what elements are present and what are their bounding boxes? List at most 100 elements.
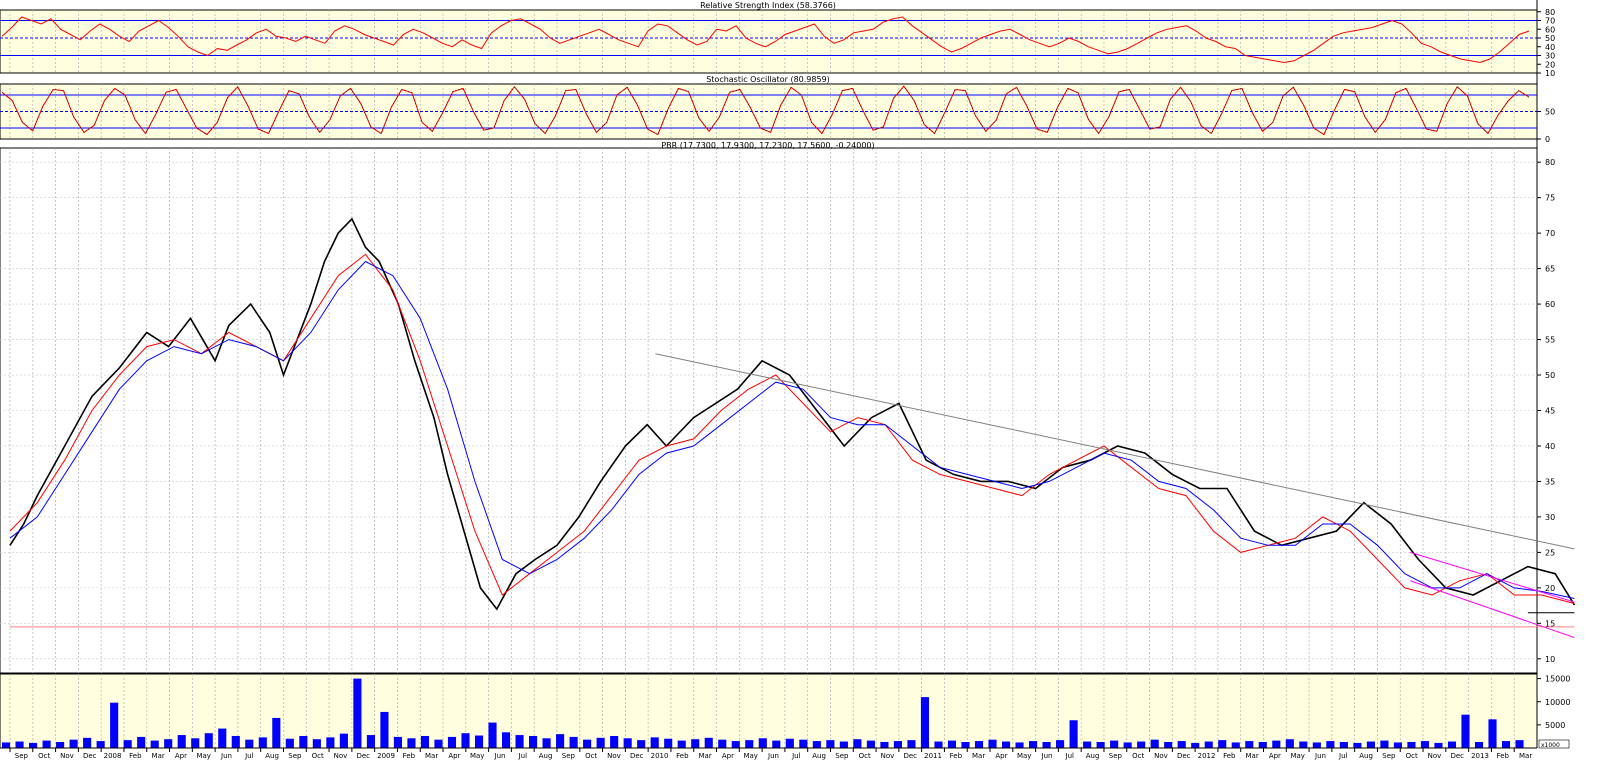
xtick-label: Sep bbox=[1109, 752, 1123, 760]
volume-bar bbox=[285, 738, 294, 748]
volume-bar bbox=[380, 711, 389, 748]
right-axis-strip bbox=[1537, 0, 1600, 774]
volume-bar bbox=[299, 735, 308, 748]
volume-bar bbox=[1191, 742, 1200, 748]
volume-bar bbox=[407, 738, 416, 748]
xtick-label: May bbox=[1017, 752, 1031, 760]
volume-bar bbox=[1407, 741, 1416, 748]
xtick-label: Oct bbox=[312, 752, 324, 760]
xtick-label: Sep bbox=[835, 752, 849, 760]
volume-bar bbox=[731, 741, 740, 748]
xtick-label: Apr bbox=[1269, 752, 1281, 760]
xtick-label: Nov bbox=[1428, 752, 1442, 760]
ytick-label: 80 bbox=[1545, 158, 1555, 167]
volume-bar bbox=[258, 737, 267, 748]
volume-bar bbox=[785, 738, 794, 748]
ytick-label: 20 bbox=[1545, 60, 1555, 69]
xtick-label: Oct bbox=[585, 752, 597, 760]
volume-bar bbox=[515, 735, 524, 748]
xtick-label: Apr bbox=[175, 752, 187, 760]
xtick-label: Feb bbox=[676, 752, 689, 760]
volume-bar bbox=[1029, 741, 1038, 748]
volume-bar bbox=[610, 735, 619, 748]
xtick-label: 2011 bbox=[924, 752, 942, 760]
volume-bar bbox=[420, 735, 430, 748]
xtick-label: Apr bbox=[995, 752, 1007, 760]
volume-bar bbox=[272, 717, 281, 748]
trendline bbox=[1410, 551, 1575, 603]
xtick-label: Nov bbox=[1154, 752, 1168, 760]
trendline bbox=[1410, 580, 1575, 638]
xtick-label: Oct bbox=[38, 752, 50, 760]
ytick-label: 65 bbox=[1545, 265, 1555, 274]
volume-bar bbox=[231, 735, 240, 748]
xtick-label: Aug bbox=[812, 752, 826, 760]
ytick-label: 70 bbox=[1545, 229, 1555, 238]
xtick-label: Oct bbox=[1406, 752, 1418, 760]
volume-bar bbox=[56, 741, 65, 748]
volume-bar bbox=[191, 738, 200, 748]
chart-title-rsi: Relative Strength Index (58.3766) bbox=[700, 1, 836, 10]
series-line-stochastic bbox=[1, 85, 1530, 136]
xtick-label: Apr bbox=[722, 752, 734, 760]
volume-bar bbox=[2, 742, 11, 748]
xtick-label: Feb bbox=[950, 752, 963, 760]
xtick-label: Sep bbox=[562, 752, 576, 760]
volume-bar bbox=[961, 741, 970, 748]
xtick-label: 2010 bbox=[651, 752, 669, 760]
volume-bar bbox=[893, 741, 902, 748]
volume-bar bbox=[1123, 742, 1132, 748]
volume-bar bbox=[704, 737, 713, 748]
xtick-label: 2012 bbox=[1198, 752, 1216, 760]
xtick-label: Sep bbox=[288, 752, 302, 760]
volume-bar bbox=[1069, 720, 1078, 748]
volume-bar bbox=[312, 739, 321, 748]
volume-bar bbox=[812, 741, 821, 748]
volume-bar bbox=[69, 739, 78, 748]
volume-bar bbox=[501, 732, 511, 748]
xtick-label: Jul bbox=[518, 752, 528, 760]
volume-bar bbox=[474, 735, 484, 748]
volume-bar bbox=[1420, 741, 1430, 748]
xtick-label: Jun bbox=[1041, 752, 1053, 760]
volume-bar bbox=[15, 741, 24, 748]
xtick-label: Dec bbox=[1450, 752, 1464, 760]
xtick-label: Jul bbox=[1065, 752, 1075, 760]
volume-bar bbox=[123, 740, 132, 748]
ytick-label: 60 bbox=[1545, 300, 1555, 309]
volume-bar bbox=[1258, 741, 1267, 748]
volume-bar bbox=[177, 735, 186, 748]
volume-bar bbox=[974, 741, 984, 748]
xtick-label: Mar bbox=[699, 752, 712, 760]
volume-bar bbox=[1353, 742, 1362, 748]
volume-bar bbox=[920, 697, 930, 748]
volume-bar bbox=[1164, 741, 1173, 748]
volume-bar bbox=[1177, 741, 1186, 748]
volume-bar bbox=[664, 738, 673, 748]
ytick-label: 40 bbox=[1545, 43, 1555, 52]
ytick-label: 75 bbox=[1545, 194, 1555, 203]
volume-bar bbox=[1137, 741, 1146, 748]
panel-rsi bbox=[0, 9, 1538, 74]
volume-bar bbox=[1150, 739, 1159, 748]
xtick-label: May bbox=[743, 752, 757, 760]
volume-bar bbox=[1447, 741, 1457, 748]
price-series-line bbox=[9, 217, 1576, 611]
volume-bar bbox=[447, 736, 457, 748]
volume-bar bbox=[1285, 739, 1294, 748]
xtick-label: 2008 bbox=[104, 752, 122, 760]
ytick-label: 70 bbox=[1545, 17, 1555, 26]
xtick-label: Feb bbox=[403, 752, 416, 760]
ytick-label: 15 bbox=[1545, 619, 1555, 628]
ytick-label: 25 bbox=[1545, 548, 1555, 557]
volume-bar bbox=[799, 739, 808, 748]
volume-bar bbox=[772, 740, 781, 748]
xtick-label: Mar bbox=[1519, 752, 1532, 760]
volume-bar bbox=[461, 733, 470, 748]
volume-bar bbox=[1001, 741, 1011, 748]
volume-bar bbox=[596, 737, 605, 748]
volume-bar bbox=[1515, 740, 1524, 748]
volume-bar bbox=[907, 740, 916, 748]
volume-bar bbox=[745, 740, 754, 748]
ytick-label: 10 bbox=[1545, 655, 1555, 664]
